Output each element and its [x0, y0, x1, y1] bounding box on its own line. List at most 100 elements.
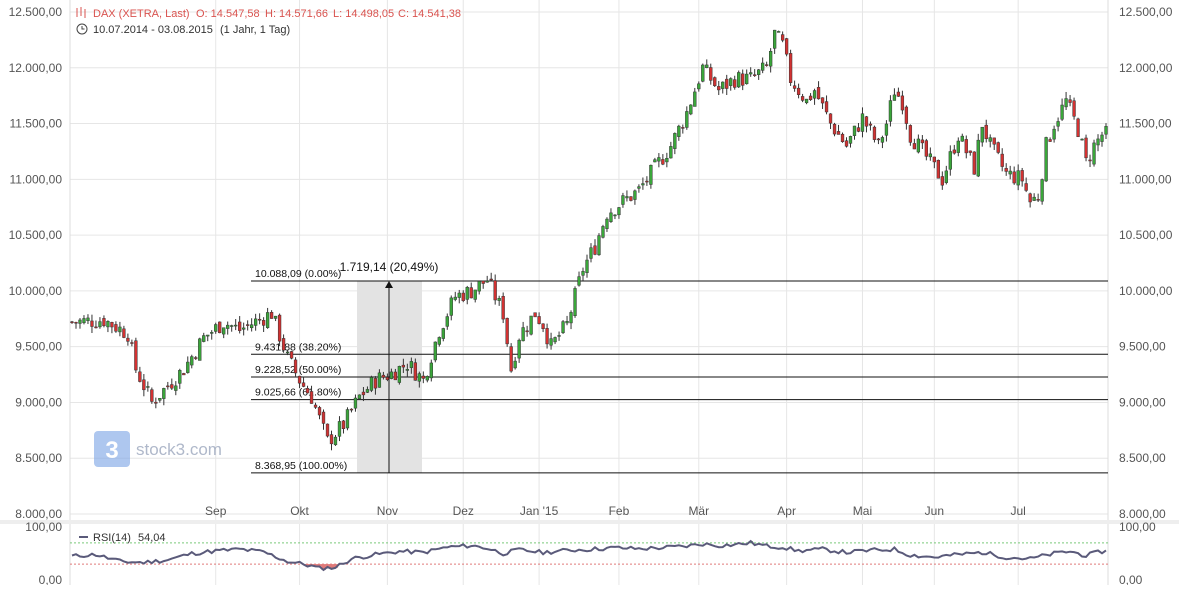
candle-body [119, 327, 122, 332]
candle-body [454, 297, 457, 299]
candle-body [354, 398, 357, 408]
candle-body [250, 325, 253, 328]
candle-body [777, 31, 780, 32]
candle-body [342, 421, 345, 429]
candle-body [813, 91, 816, 99]
x-tick-label: Sep [205, 504, 227, 518]
candle-body [1037, 199, 1040, 200]
candle-body [701, 65, 704, 81]
candle-body [302, 383, 305, 387]
date-range: 10.07.2014 - 03.08.2015 [93, 24, 213, 36]
candle-body [138, 372, 141, 382]
candle-body [210, 332, 213, 333]
candle-body [91, 321, 94, 327]
candle-body [506, 318, 509, 344]
candle-body [602, 226, 605, 237]
candle-body [590, 248, 593, 259]
candle-body [869, 124, 872, 125]
candle-body [582, 271, 585, 275]
candle-body [462, 293, 465, 301]
candle-body [142, 380, 145, 390]
y-tick-label-left: 12.500,00 [9, 5, 63, 19]
candle-body [845, 141, 848, 147]
candle-body [717, 86, 720, 90]
y-tick-label-left: 11.000,00 [10, 172, 63, 186]
candle-body [781, 35, 784, 41]
candle-body [534, 313, 537, 317]
candle-body [1041, 180, 1044, 202]
candle-body [374, 378, 377, 388]
candle-body [386, 377, 389, 379]
rsi-tick-label-left: 100,00 [25, 520, 62, 534]
candle-body [793, 86, 796, 89]
candle-body [689, 105, 692, 114]
fib-label: 9.431,88 (38.20%) [255, 341, 341, 353]
candle-body [122, 329, 125, 338]
candle-body [1001, 154, 1004, 166]
candle-body [1105, 126, 1108, 134]
candle-body [518, 340, 521, 358]
svg-text:DAX (XETRA, Last) O: 1: DAX (XETRA, Last) O: 14.547,58 H: 14.571… [93, 8, 461, 20]
candle-body [713, 78, 716, 86]
candle-body [1093, 143, 1096, 164]
candle-body [178, 370, 181, 383]
y-tick-label-right: 12.000,00 [1119, 61, 1173, 75]
candle-body [697, 84, 700, 89]
candle-body [945, 171, 948, 183]
candle-body [797, 88, 800, 95]
candle-body [1069, 100, 1072, 103]
candle-body [330, 435, 333, 444]
y-axis-right: 12.500,0012.000,0011.500,0011.000,0010.5… [1119, 5, 1173, 521]
candle-body [194, 358, 197, 359]
candle-body [1005, 168, 1008, 171]
candle-body [1053, 129, 1056, 139]
candle-body [222, 328, 225, 334]
fib-label: 9.228,52 (50.00%) [255, 364, 341, 376]
candle-body [849, 136, 852, 143]
candle-body [490, 279, 493, 280]
candle-body [522, 328, 525, 341]
candle-body [306, 388, 309, 393]
rsi-line [72, 541, 1106, 570]
candle-body [99, 322, 102, 327]
candle-body [1021, 170, 1024, 181]
x-tick-label: Nov [377, 504, 398, 518]
pane-divider[interactable] [0, 520, 1179, 524]
candle-body [538, 316, 541, 323]
candle-body [801, 96, 804, 100]
price-plot[interactable]: 12.500,00 12.000,00 11.500,00 11.000,00 10.5… [9, 0, 1173, 521]
candle-body [262, 320, 265, 325]
candle-body [673, 133, 676, 148]
candle-body [1089, 160, 1092, 161]
candle-body [1085, 138, 1088, 158]
candle-body [398, 366, 401, 382]
candle-body [941, 176, 944, 185]
candle-body [246, 325, 249, 326]
x-tick-label: Jan '15 [520, 504, 559, 518]
candle-body [669, 146, 672, 158]
candle-body [258, 319, 261, 320]
candle-body [1097, 139, 1100, 145]
x-tick-label: Apr [777, 504, 796, 518]
svg-text:10.07.2014 - 03.08.2015: 10.07.2014 - 03.08.2015 (1 Jahr, 1 Tag) [93, 24, 290, 36]
candle-body [566, 321, 569, 323]
candle-body [785, 39, 788, 55]
candle-body [665, 158, 668, 162]
candle-body [877, 139, 880, 140]
candle-body [234, 325, 237, 326]
candle-body [1061, 105, 1064, 119]
y-tick-label-left: 11.500,00 [10, 117, 63, 131]
candle-body [115, 324, 118, 331]
candle-body [294, 360, 297, 373]
x-tick-label: Mai [853, 504, 872, 518]
y-tick-label-right: 10.500,00 [1119, 228, 1173, 242]
candle-body [254, 319, 257, 326]
candle-body [434, 342, 437, 360]
candle-body [973, 152, 976, 174]
x-tick-label: Dez [453, 504, 474, 518]
candle-body [498, 298, 501, 300]
candle-body [645, 181, 648, 182]
candle-body [450, 298, 453, 316]
candle-body [554, 337, 557, 341]
